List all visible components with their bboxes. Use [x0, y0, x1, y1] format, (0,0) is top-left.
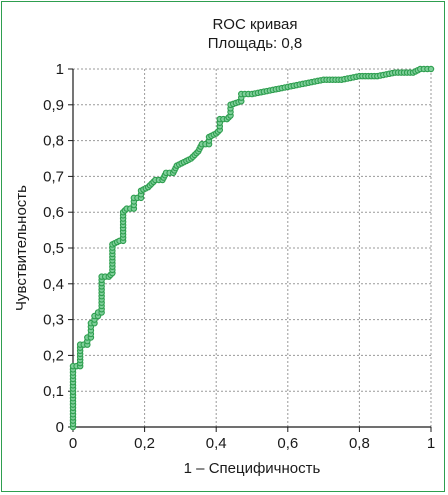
y-tick-label: 0,2 [43, 347, 64, 364]
x-tick-label: 0,6 [277, 435, 298, 452]
series-roc [69, 65, 435, 431]
y-tick-label: 0,6 [43, 204, 64, 221]
axes [68, 68, 432, 432]
y-axis-label: Чувствительность [13, 185, 30, 311]
y-tick-label: 0,5 [43, 240, 64, 257]
x-tick-label: 0,4 [206, 435, 227, 452]
y-tick-label: 0,1 [43, 383, 64, 400]
y-tick-label: 0,4 [43, 276, 64, 293]
y-tick-labels: 0 0,1 0,2 0,3 0,4 0,5 0,6 0,7 0,8 0,9 1 [43, 61, 64, 436]
y-tick-label: 1 [56, 61, 64, 78]
roc-point [427, 65, 435, 73]
x-tick-labels: 0 0,2 0,4 0,6 0,8 1 [69, 435, 435, 452]
x-tick-label: 0,2 [134, 435, 155, 452]
x-axis-label: 1 – Специфичность [184, 460, 321, 477]
y-tick-label: 0,7 [43, 168, 64, 185]
y-tick-label: 0,9 [43, 97, 64, 114]
x-tick-label: 0 [69, 435, 77, 452]
chart-title: ROC кривая [212, 16, 297, 33]
y-tick-label: 0,8 [43, 133, 64, 150]
x-tick-label: 0,8 [349, 435, 370, 452]
chart-subtitle: Площадь: 0,8 [208, 35, 302, 52]
y-tick-label: 0 [56, 419, 64, 436]
grid [73, 68, 432, 427]
y-tick-label: 0,3 [43, 312, 64, 329]
x-tick-label: 1 [427, 435, 435, 452]
